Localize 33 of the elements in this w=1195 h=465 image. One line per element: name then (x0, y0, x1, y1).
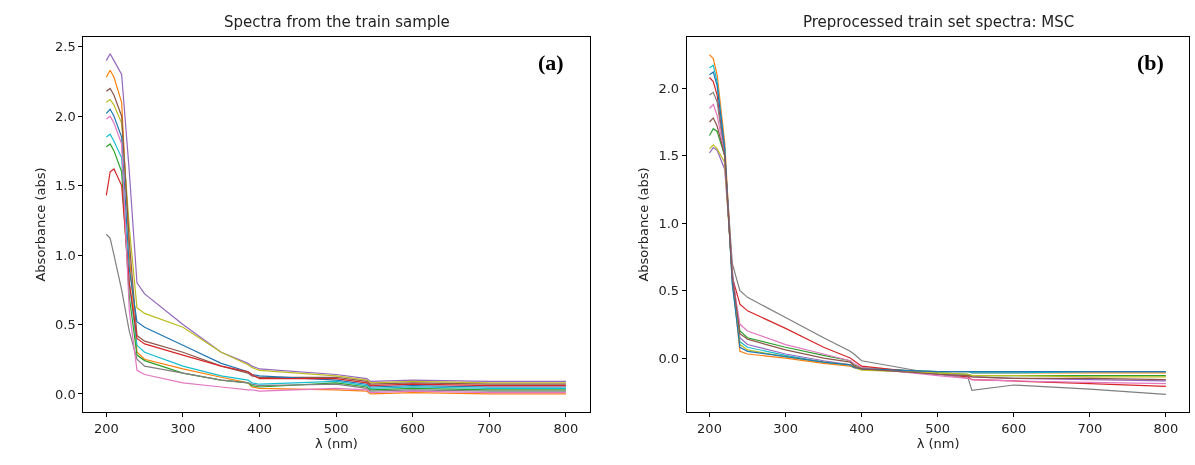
annotation: (a) (538, 50, 564, 75)
y-axis-title: Absorbance (abs) (33, 167, 49, 282)
x-tick-label: 200 (697, 420, 722, 436)
chart-title: Spectra from the train sample (224, 13, 450, 31)
y-tick-label: 0.5 (55, 317, 76, 333)
x-tick-label: 800 (553, 420, 579, 436)
x-tick-label: 400 (849, 420, 875, 436)
y-tick-label: 0.0 (658, 350, 680, 366)
x-tick-label: 200 (93, 420, 119, 436)
x-axis-title: λ (nm) (315, 436, 358, 452)
x-tick-label: 500 (925, 420, 951, 436)
x-tick-label: 300 (773, 420, 798, 436)
x-tick-label: 700 (476, 420, 502, 436)
y-tick-label: 2.0 (658, 80, 680, 96)
y-tick-label: 0.0 (55, 386, 76, 402)
y-axis-title: Absorbance (abs) (636, 167, 652, 282)
x-tick-label: 600 (1001, 420, 1027, 436)
y-tick-label: 1.5 (55, 178, 76, 194)
x-tick-label: 800 (1153, 420, 1179, 436)
y-tick-label: 0.5 (658, 283, 680, 299)
chart-title: Preprocessed train set spectra: MSC (803, 13, 1075, 31)
x-tick-label: 700 (1077, 420, 1103, 436)
x-tick-label: 600 (400, 420, 426, 436)
x-tick-label: 300 (170, 420, 196, 436)
x-axis-title: λ (nm) (916, 436, 960, 452)
y-tick-label: 2.0 (55, 108, 76, 124)
y-tick-label: 2.5 (55, 39, 76, 55)
annotation: (b) (1137, 50, 1164, 75)
x-tick-label: 500 (323, 420, 349, 436)
y-tick-label: 1.0 (658, 215, 680, 231)
y-tick-label: 1.0 (55, 247, 76, 263)
y-tick-label: 1.5 (658, 148, 680, 164)
x-tick-label: 400 (247, 420, 272, 436)
